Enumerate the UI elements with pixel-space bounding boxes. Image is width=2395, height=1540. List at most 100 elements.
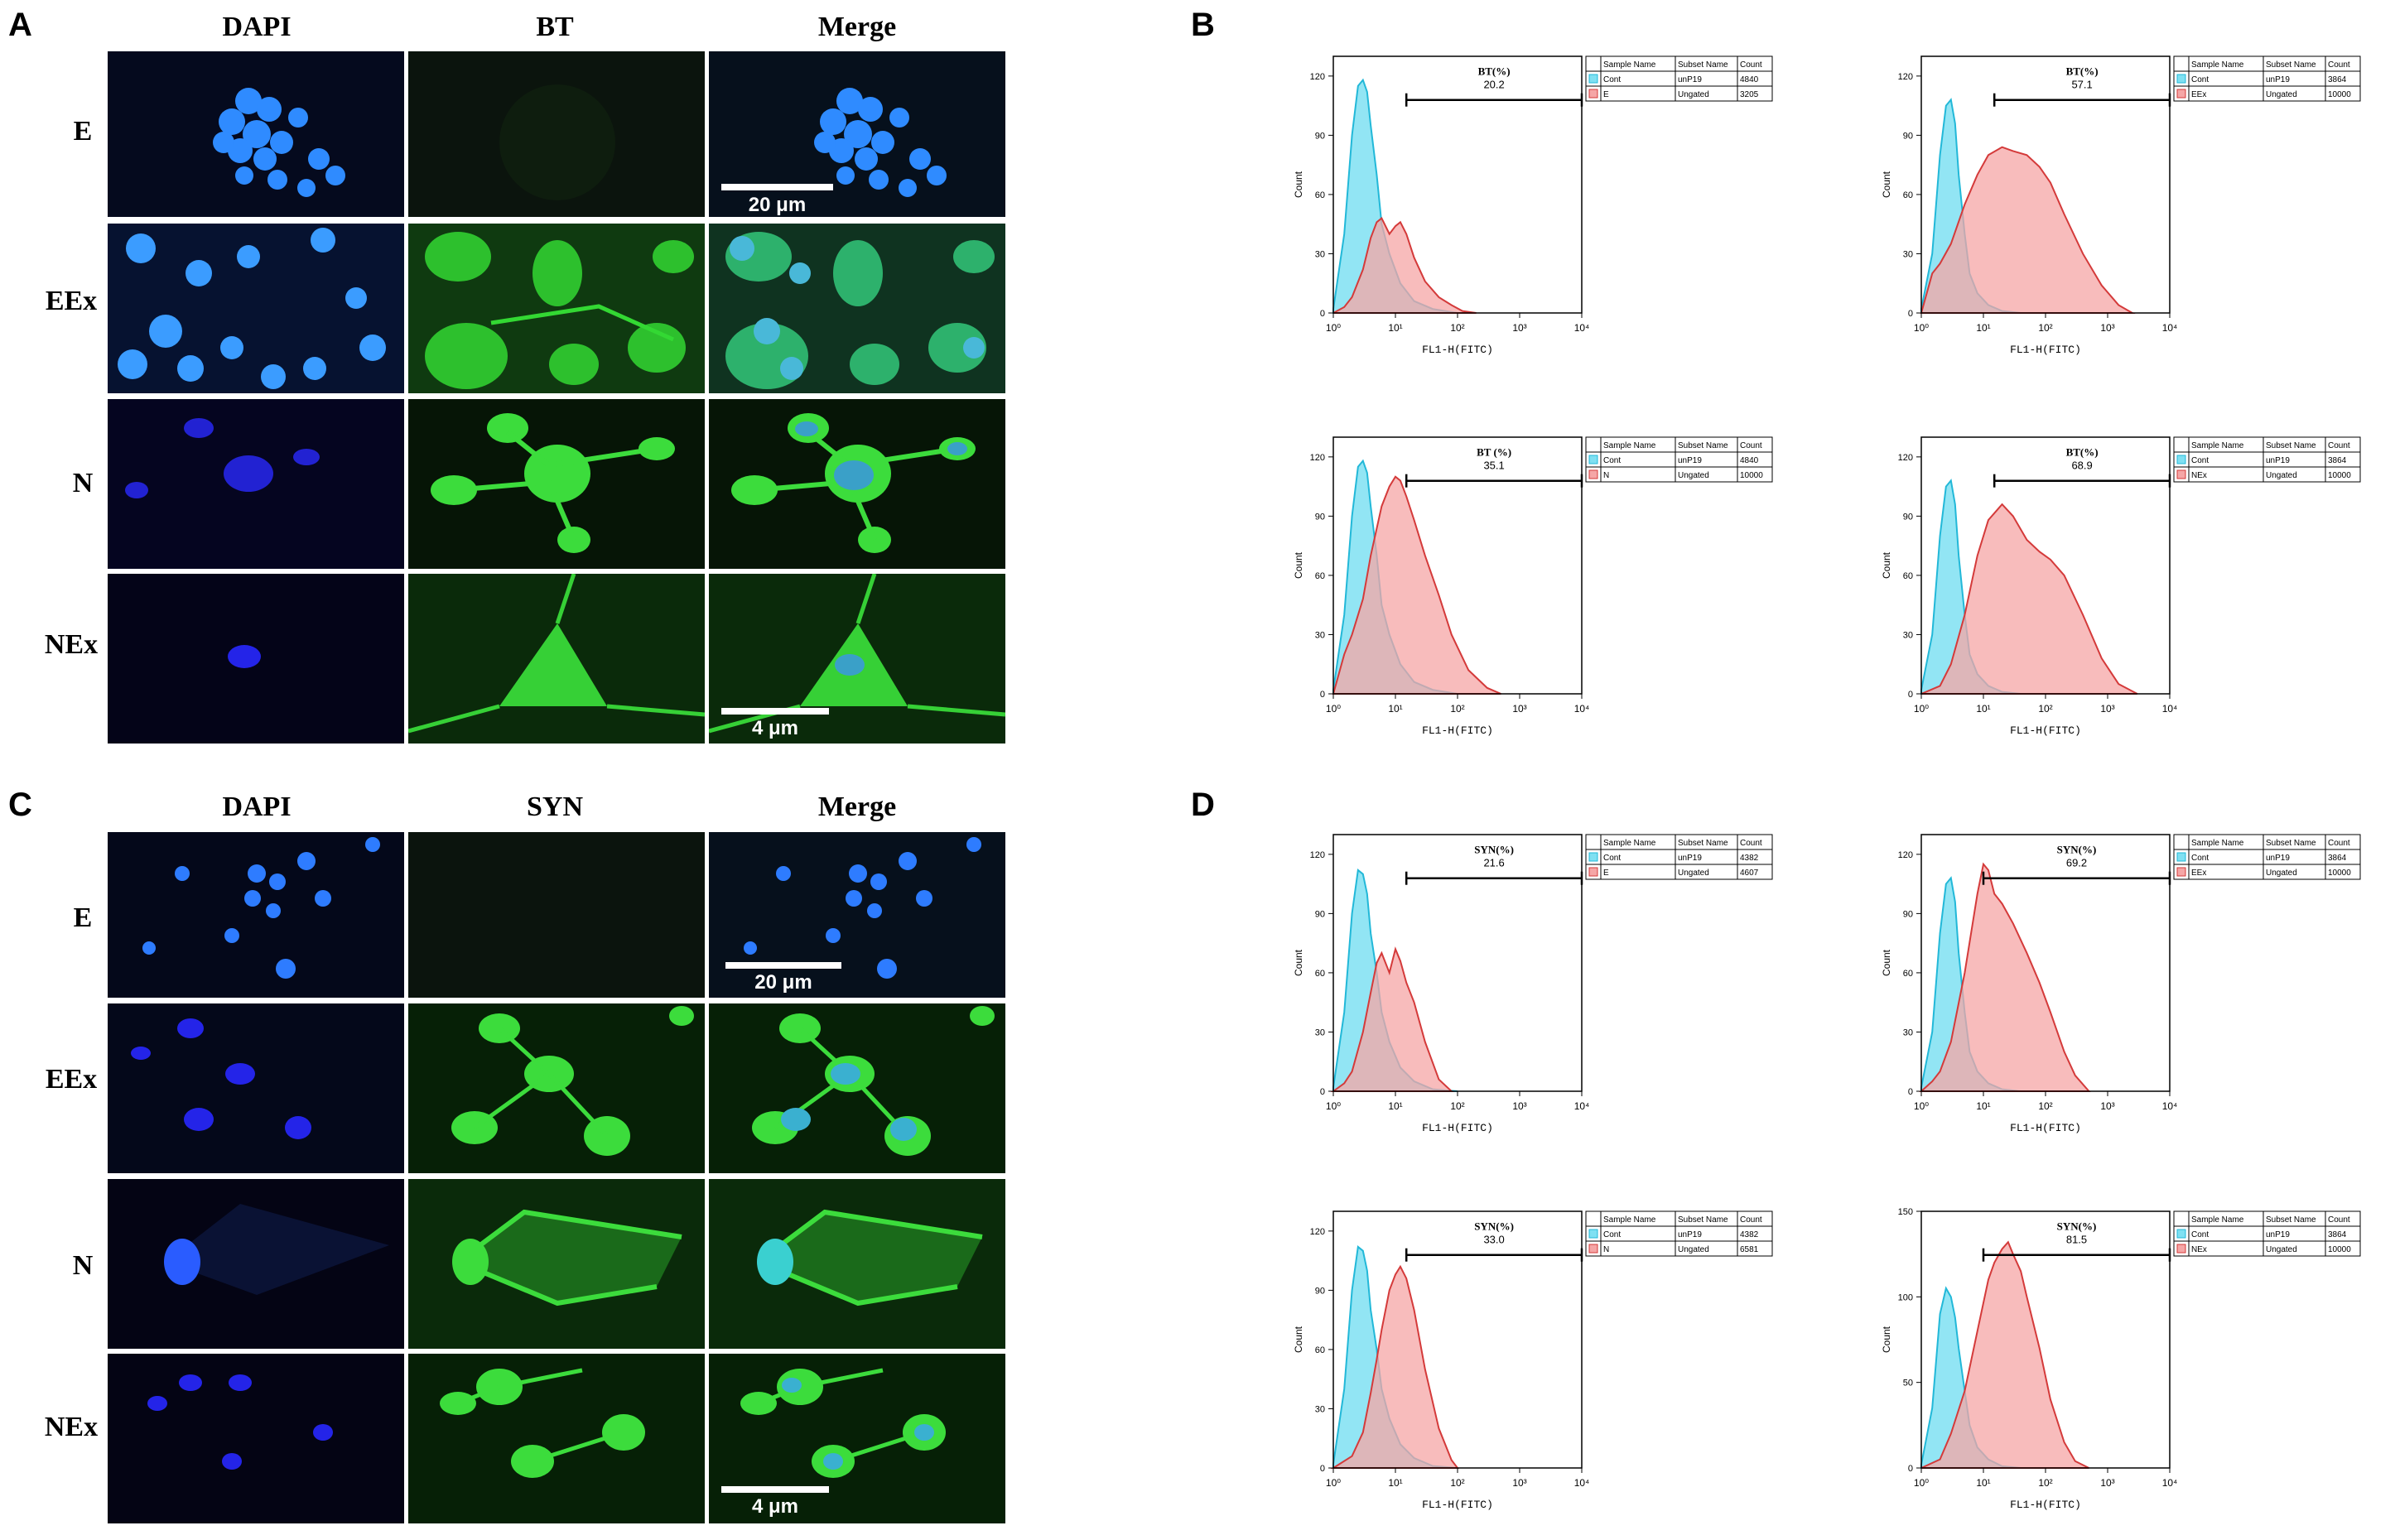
gate-value: 20.2 (1483, 79, 1504, 91)
x-tick-label: 10⁴ (2162, 322, 2178, 334)
y-tick-label: 90 (1315, 909, 1325, 919)
legend-cell: Ungated (1678, 471, 1709, 480)
column-header-merge: Merge (817, 12, 897, 42)
legend-swatch (2176, 89, 2186, 99)
micro-c-nex-syn (408, 1354, 705, 1523)
legend-cell: E (1603, 869, 1609, 878)
scale-bar (721, 1486, 829, 1493)
legend-cell: 10000 (2328, 471, 2351, 480)
x-axis-label: FL1-H(FITC) (1422, 344, 1493, 356)
y-axis-label: Count (1293, 171, 1304, 198)
y-tick-label: 30 (1315, 630, 1325, 640)
legend-header: Count (1740, 1215, 1762, 1225)
flow-histogram-b-nex: 0 30 60 90 120 10⁰ 10¹ 10² 10³ 10⁴ FL1-H(FITC) Coun… (1863, 431, 2393, 766)
legend-cell: unP19 (2266, 456, 2290, 465)
y-axis-label: Count (1293, 551, 1304, 579)
x-tick-label: 10⁰ (1914, 703, 1929, 715)
histogram-series-nex (1920, 503, 2138, 695)
flow-histogram-d-e: 0 30 60 90 120 10⁰ 10¹ 10² 10³ 10⁴ FL1-H(FITC) Coun… (1275, 828, 1805, 1163)
legend-cell: Cont (1603, 854, 1621, 863)
micro-c-eex-merge (709, 1003, 1005, 1173)
legend-cell: 3864 (2328, 1230, 2347, 1239)
x-tick-label: 10³ (2100, 1100, 2114, 1112)
x-tick-label: 10² (2038, 322, 2052, 334)
column-header-bt: BT (536, 12, 574, 42)
histogram-series-nex (1920, 1240, 2089, 1469)
y-tick-label: 0 (1320, 1464, 1325, 1474)
legend-header: Subset Name (2266, 1215, 2316, 1225)
x-tick-label: 10¹ (1388, 322, 1402, 334)
micro-a-e-bt (408, 51, 705, 217)
legend-swatch (2176, 469, 2186, 479)
row-label-e: E (73, 902, 93, 933)
legend-header: Subset Name (2266, 441, 2316, 450)
legend-header: Subset Name (2266, 60, 2316, 70)
legend-header: Subset Name (2266, 839, 2316, 848)
x-axis-label: FL1-H(FITC) (2010, 344, 2081, 356)
scale-bar (721, 184, 833, 190)
legend-header: Subset Name (1678, 60, 1728, 70)
micro-a-e-merge: 20 μm (709, 51, 1005, 217)
y-axis-label: Count (1293, 1326, 1304, 1353)
y-tick-label: 120 (1310, 453, 1325, 463)
x-tick-label: 10⁴ (1574, 322, 1590, 334)
x-axis-label: FL1-H(FITC) (2010, 1499, 2081, 1511)
legend-swatch (1588, 852, 1598, 862)
micro-c-e-syn (408, 832, 705, 998)
legend-cell: 4840 (1740, 75, 1759, 84)
gate-value: 33.0 (1483, 1234, 1504, 1246)
legend-table (1585, 834, 1773, 880)
x-tick-label: 10¹ (1388, 1100, 1402, 1112)
histogram-series-e (1332, 216, 1477, 314)
y-tick-label: 120 (1898, 72, 1913, 82)
y-tick-label: 30 (1315, 1027, 1325, 1037)
y-tick-label: 60 (1903, 190, 1913, 200)
row-label-n: N (72, 1250, 94, 1281)
legend-table (2173, 834, 2361, 880)
x-tick-label: 10⁰ (1914, 322, 1929, 334)
x-tick-label: 10³ (2100, 322, 2114, 334)
legend-cell: Ungated (2266, 90, 2297, 99)
legend-swatch (2176, 852, 2186, 862)
legend-cell: 10000 (2328, 90, 2351, 99)
gate-label: SYN(%) (1474, 1220, 1514, 1233)
y-tick-label: 0 (1908, 1087, 1913, 1097)
legend-header: Subset Name (1678, 1215, 1728, 1225)
scale-bar-label: 20 μm (748, 194, 807, 216)
x-tick-label: 10⁴ (1574, 1477, 1590, 1489)
legend-swatch (1588, 74, 1598, 84)
micro-c-eex-dapi (108, 1003, 404, 1173)
legend-cell: Cont (2191, 75, 2209, 84)
scale-bar-label: 4 μm (751, 1495, 799, 1518)
legend-cell: Cont (1603, 1230, 1621, 1239)
gate-label: BT(%) (2066, 446, 2099, 459)
legend-cell: E (1603, 90, 1609, 99)
legend-cell: 3864 (2328, 456, 2347, 465)
x-tick-label: 10³ (1512, 1477, 1526, 1489)
legend-header: Sample Name (2191, 60, 2244, 70)
legend-table (2173, 1210, 2361, 1257)
column-header-dapi: DAPI (222, 12, 292, 42)
y-tick-label: 60 (1315, 190, 1325, 200)
x-tick-label: 10⁰ (1326, 1477, 1341, 1489)
legend-swatch (2176, 1244, 2186, 1254)
x-tick-label: 10¹ (1388, 703, 1402, 715)
x-tick-label: 10¹ (1976, 1100, 1990, 1112)
gate-value: 69.2 (2066, 857, 2087, 869)
legend-header: Sample Name (2191, 839, 2244, 848)
legend-cell: 4607 (1740, 869, 1759, 878)
legend-header: Count (2328, 60, 2350, 70)
x-tick-label: 10² (2038, 703, 2052, 715)
gate-label: SYN(%) (2057, 844, 2097, 856)
y-tick-label: 60 (1315, 969, 1325, 979)
legend-cell: Cont (2191, 854, 2209, 863)
y-tick-label: 60 (1315, 1345, 1325, 1355)
legend-cell: NEx (2191, 1245, 2207, 1254)
legend-header: Sample Name (1603, 839, 1656, 848)
row-label-eex: EEx (45, 286, 98, 316)
legend-cell: Cont (2191, 456, 2209, 465)
y-tick-label: 0 (1908, 309, 1913, 319)
legend-table (2173, 55, 2361, 102)
legend-cell: Cont (1603, 75, 1621, 84)
x-tick-label: 10¹ (1976, 322, 1990, 334)
